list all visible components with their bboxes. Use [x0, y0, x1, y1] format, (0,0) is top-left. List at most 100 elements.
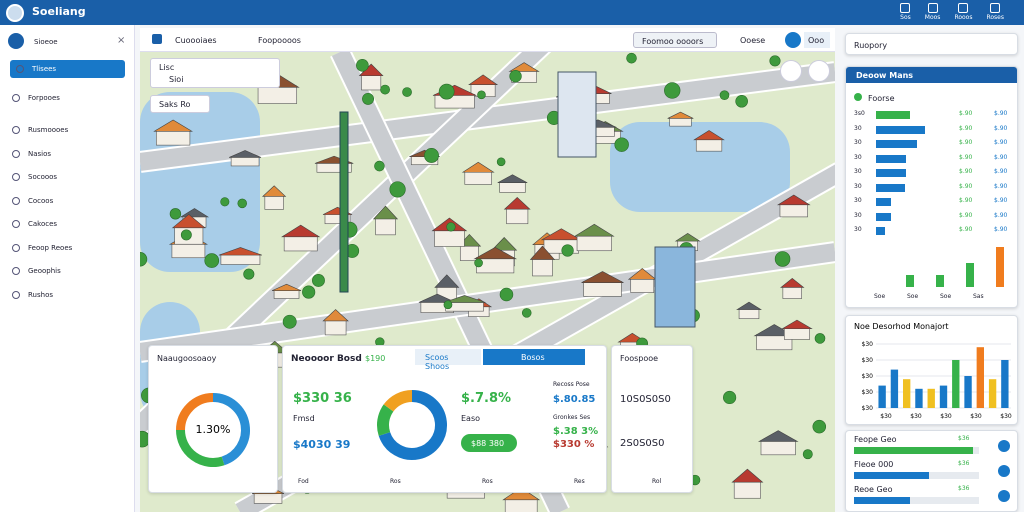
map-button[interactable] — [808, 60, 830, 82]
roof — [271, 283, 302, 291]
sidebar-search[interactable]: Sioeoe — [34, 38, 58, 46]
donut-segment — [378, 390, 447, 460]
row-bar — [876, 198, 891, 206]
list-icon — [854, 93, 862, 101]
nav-icon — [12, 126, 20, 134]
tree — [446, 222, 456, 232]
tree — [802, 449, 813, 460]
building — [283, 235, 318, 252]
row-value: $.90 — [994, 168, 1008, 175]
building — [782, 286, 802, 299]
toolbar: Cuoooiaes Foopoooos Foomoo oooors Ooese … — [140, 28, 835, 52]
header-icon[interactable]: Moos — [925, 3, 940, 21]
roof — [461, 161, 495, 173]
footer-label: Soe — [907, 293, 919, 300]
progress-icon — [998, 440, 1010, 452]
spire — [339, 111, 349, 293]
progress-value: $36 — [958, 485, 970, 492]
layers-select[interactable]: Cuoooiaes — [175, 36, 217, 45]
roof — [731, 468, 764, 483]
list-card: Deoow Mans Foorse 3s0 $.90 $.90 30 $.90 $.90 3… — [845, 66, 1018, 308]
filter-dropdown[interactable]: Foomoo oooors — [633, 32, 717, 48]
toggle-icon[interactable] — [785, 32, 801, 48]
tab[interactable]: Scoos Shoos — [415, 349, 481, 371]
action-button[interactable]: Ooese — [740, 36, 766, 45]
list-subtitle: Foorse — [868, 94, 895, 103]
right-search-text: Ruopory — [854, 41, 888, 50]
x-tick-label: $30 — [880, 413, 892, 420]
stat-line: 2S0S0S0 — [620, 438, 665, 449]
sidebar: Sioeoe × Tlisees Forpooes Rusmoooes Nasios S… — [0, 25, 135, 512]
map-tool[interactable]: Sioi — [169, 75, 184, 84]
tab-active[interactable]: Bosos — [483, 349, 585, 365]
building — [583, 281, 622, 297]
tree — [312, 274, 325, 287]
row-label: 30 — [854, 226, 862, 233]
mini-bar — [936, 275, 944, 287]
tree — [424, 148, 439, 163]
card-title: Naaugoosoaoy — [157, 354, 217, 363]
footer-label: Rol — [652, 478, 662, 485]
header-icon[interactable]: Sos — [900, 3, 911, 21]
nav-item[interactable]: Nasios — [12, 145, 130, 163]
building — [220, 253, 261, 265]
roof — [581, 271, 624, 283]
bar — [939, 385, 948, 408]
header-icon[interactable]: Roses — [986, 3, 1004, 21]
donut — [377, 390, 447, 460]
nav-item[interactable]: Rusmoooes — [12, 121, 130, 139]
roof — [153, 119, 193, 132]
donut-segment — [212, 393, 250, 466]
nav-item[interactable]: Feoop Reoes — [12, 239, 130, 257]
map-tool-card: Lisc Sioi — [150, 58, 280, 88]
icon-label: Sos — [900, 14, 911, 21]
building — [532, 257, 553, 277]
tree — [380, 84, 390, 95]
y-tick-label: $30 — [862, 405, 874, 412]
row-value: $.90 — [994, 197, 1008, 204]
tree — [814, 333, 826, 344]
nav-icon — [12, 267, 20, 275]
view-tab[interactable]: Foopoooos — [258, 36, 301, 45]
bar — [988, 379, 997, 408]
map-button[interactable] — [780, 60, 802, 82]
nav-item-active[interactable]: Tlisees — [10, 60, 125, 78]
bar — [927, 388, 935, 408]
nav-icon — [12, 290, 20, 299]
row-bar — [876, 154, 906, 163]
nav-item[interactable]: Rushos — [12, 286, 130, 304]
nav-item[interactable]: Geoophis — [12, 262, 130, 280]
stats-card: Foospooe 10S0S0S0 2S0S0S0 Rol — [611, 345, 693, 493]
map-tool[interactable]: Lisc — [159, 63, 175, 72]
sidebar-icon — [8, 33, 24, 49]
nav-item[interactable]: Cocoos — [12, 192, 130, 210]
nav-item[interactable]: Cakoces — [12, 215, 130, 233]
tree — [356, 59, 369, 72]
map-tool[interactable]: Saks Ro — [150, 95, 210, 113]
icon-label: Rooos — [954, 14, 973, 21]
tree — [769, 55, 781, 67]
tree — [477, 90, 486, 100]
button[interactable]: $88 380 — [461, 434, 517, 452]
building — [156, 129, 191, 146]
toggle[interactable]: Ooo — [804, 32, 830, 48]
building — [464, 170, 492, 185]
building — [375, 217, 396, 236]
nav-item[interactable]: Socooos — [12, 168, 130, 186]
right-search[interactable]: Ruopory — [845, 33, 1018, 55]
roof — [497, 174, 528, 184]
roof — [179, 208, 210, 218]
x-tick-label: $30 — [910, 413, 922, 420]
nav-label: Tlisees — [32, 65, 57, 73]
logo — [6, 4, 24, 22]
tree — [282, 314, 297, 329]
nav-item[interactable]: Forpooes — [12, 89, 130, 107]
row-value: $.90 — [994, 124, 1008, 132]
nav-label: Rushos — [28, 290, 53, 299]
row-value: $.90 — [994, 182, 1008, 190]
tree — [496, 157, 506, 167]
building — [779, 203, 808, 218]
side-label: Gronkes Ses — [553, 414, 591, 421]
close-icon[interactable]: × — [117, 35, 126, 46]
header-icon[interactable]: Rooos — [954, 3, 972, 21]
